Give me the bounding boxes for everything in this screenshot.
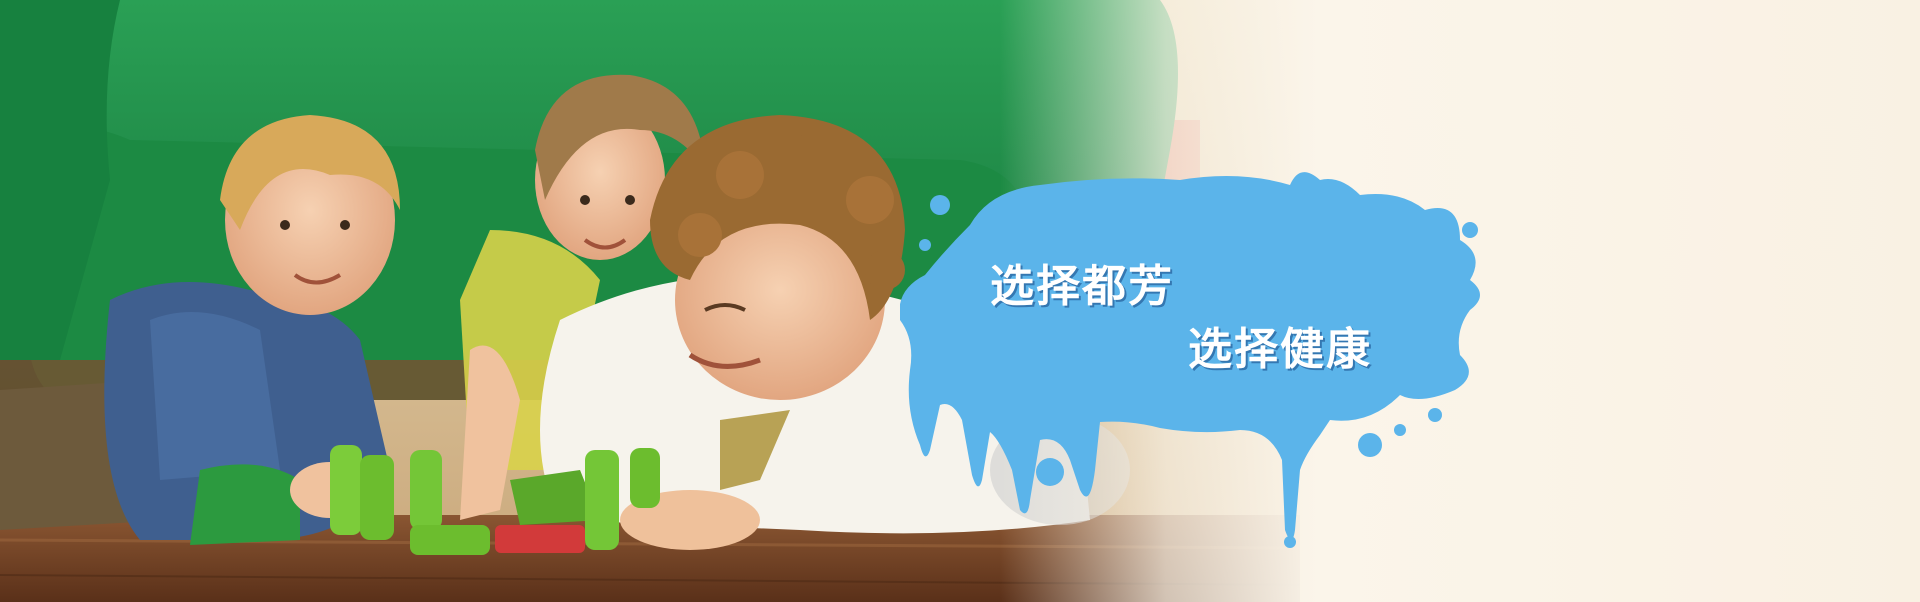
blue-paint-splash: [900, 172, 1480, 548]
slogan-line-1: 选择都芳: [990, 261, 1174, 312]
toy-letters: [330, 445, 660, 555]
girl: [460, 74, 705, 520]
boy: [0, 115, 400, 545]
slogan-line-2: 选择健康: [1188, 324, 1372, 375]
